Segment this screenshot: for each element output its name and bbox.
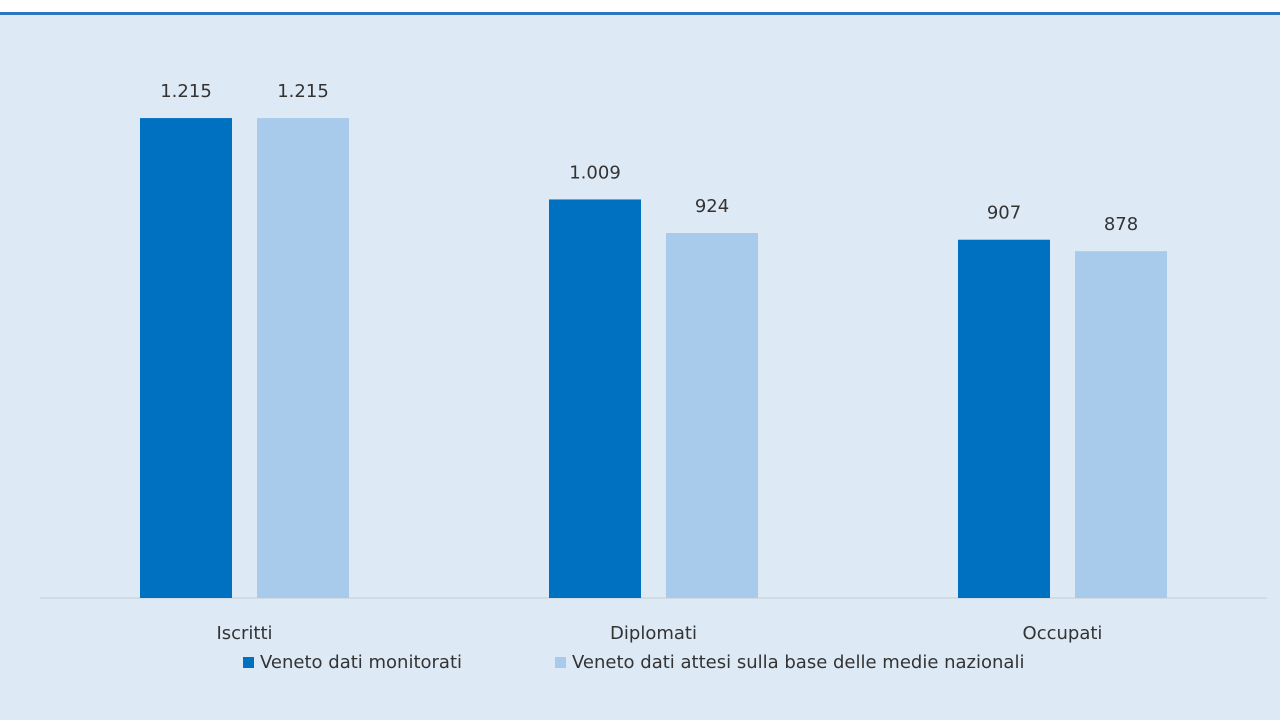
legend-swatch bbox=[243, 657, 254, 668]
x-tick-label: Iscritti bbox=[216, 623, 272, 644]
data-label: 907 bbox=[987, 203, 1021, 224]
legend-swatch bbox=[555, 657, 566, 668]
data-label: 1.009 bbox=[569, 162, 621, 183]
data-label: 924 bbox=[695, 196, 729, 217]
bar bbox=[1075, 251, 1167, 598]
bar bbox=[257, 118, 349, 598]
legend-label: Veneto dati monitorati bbox=[260, 652, 462, 673]
x-tick-label: Occupati bbox=[1023, 623, 1103, 644]
legend-label: Veneto dati attesi sulla base delle medi… bbox=[572, 652, 1024, 673]
bar bbox=[140, 118, 232, 598]
data-label: 1.215 bbox=[277, 81, 329, 102]
bar bbox=[666, 233, 758, 598]
data-label: 1.215 bbox=[160, 81, 212, 102]
data-label: 878 bbox=[1104, 214, 1138, 235]
bar bbox=[549, 199, 641, 598]
bar bbox=[958, 239, 1050, 599]
top-border bbox=[0, 12, 1280, 15]
x-tick-label: Diplomati bbox=[610, 623, 697, 644]
